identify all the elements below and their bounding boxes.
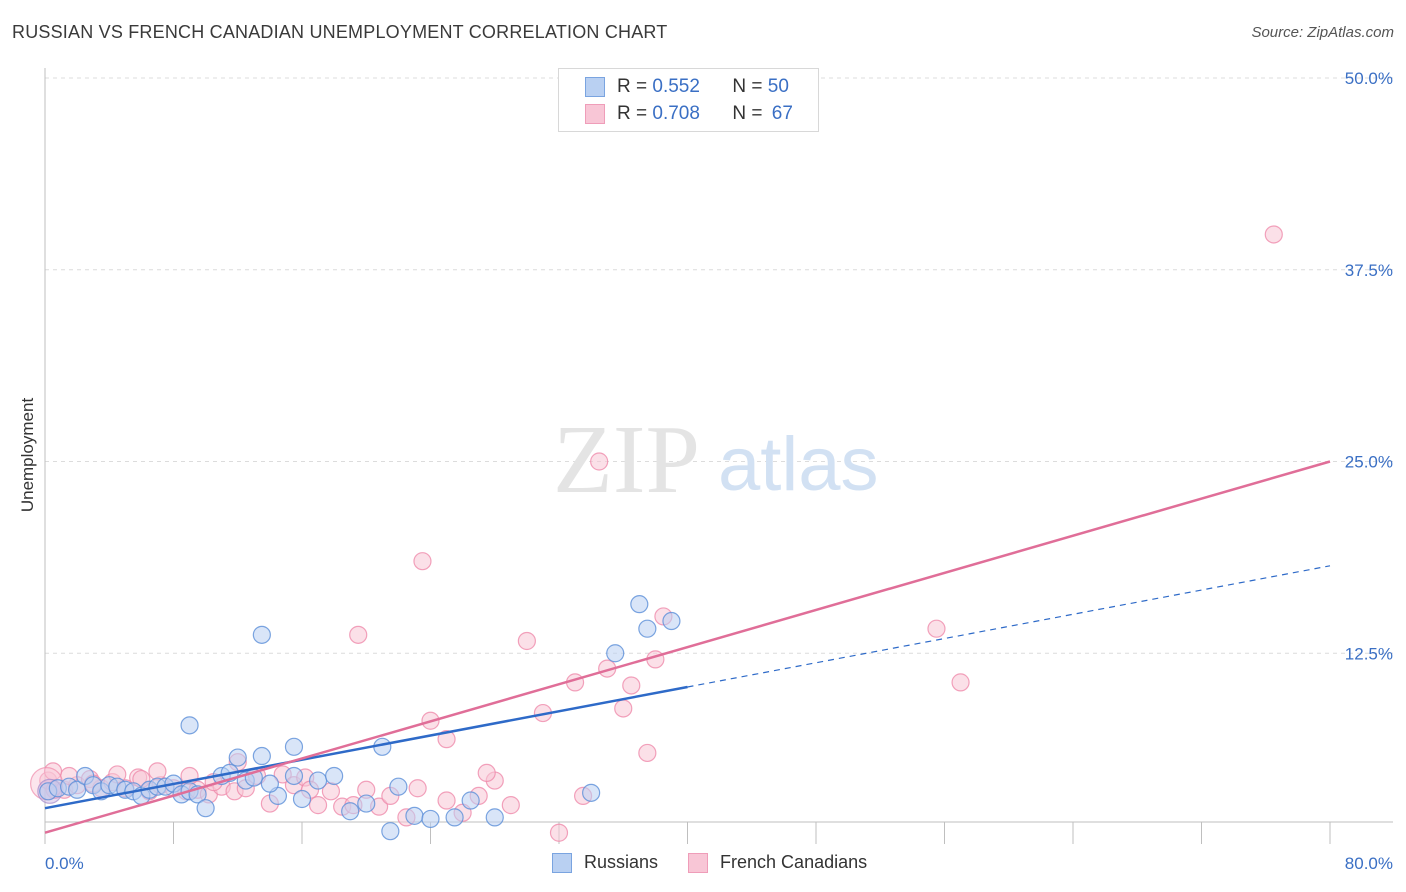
trend-line-french-canadians xyxy=(44,460,1331,834)
data-point xyxy=(590,452,609,471)
source-credit: Source: ZipAtlas.com xyxy=(1251,24,1394,41)
chart-title: RUSSIAN VS FRENCH CANADIAN UNEMPLOYMENT … xyxy=(12,22,668,42)
data-point xyxy=(437,730,456,749)
data-point xyxy=(260,774,279,793)
y-tick-label: 12.5% xyxy=(1345,644,1393,663)
data-point xyxy=(284,737,304,756)
stats-legend: R = 0.552 N = 50 R = 0.708 N = 67 xyxy=(558,68,819,132)
y-tick-label: 25.0% xyxy=(1345,453,1393,472)
data-point xyxy=(445,808,464,827)
legend-swatch-french-canadians xyxy=(585,104,605,124)
legend-n-value-russians: 50 xyxy=(767,76,789,97)
watermark-zip: ZIP xyxy=(553,406,700,514)
data-point xyxy=(517,631,536,651)
data-point xyxy=(421,809,440,829)
data-point xyxy=(606,644,625,663)
data-point xyxy=(292,789,312,809)
data-point xyxy=(252,746,271,766)
data-point xyxy=(284,766,304,786)
data-point xyxy=(549,823,569,842)
data-point xyxy=(638,619,657,638)
data-point xyxy=(381,822,400,841)
legend-n-label: N = xyxy=(732,76,763,97)
legend-swatch-french-canadians xyxy=(688,852,709,873)
legend-r-value-french-canadians: 0.708 xyxy=(652,103,700,124)
tick-labels: 12.5% 25.0% 37.5% 50.0% 0.0% 80.0% xyxy=(45,69,1393,873)
data-point xyxy=(413,552,432,571)
axes xyxy=(44,68,1393,844)
trend-line-russians xyxy=(44,685,688,810)
data-point xyxy=(408,779,427,798)
data-point xyxy=(951,673,970,692)
legend-r-value-russians: 0.552 xyxy=(652,76,700,97)
data-point xyxy=(308,771,328,790)
data-point xyxy=(252,625,271,644)
data-point xyxy=(196,799,215,818)
data-point xyxy=(927,619,946,638)
data-point xyxy=(148,762,167,781)
data-point xyxy=(622,676,641,695)
data-point xyxy=(485,808,504,827)
data-point xyxy=(630,595,649,614)
gridlines xyxy=(45,77,1393,654)
data-point xyxy=(662,611,681,631)
data-point xyxy=(308,796,328,815)
data-point xyxy=(461,791,480,810)
legend-r-label: R = xyxy=(617,103,648,124)
series-legend: Russians French Canadians xyxy=(552,852,897,873)
legend-label-french-canadians: French Canadians xyxy=(720,852,868,872)
data-point xyxy=(582,783,601,802)
data-point xyxy=(228,748,247,767)
x-tick-label: 80.0% xyxy=(1345,854,1393,873)
y-tick-label: 37.5% xyxy=(1345,261,1393,280)
points-french-canadians xyxy=(30,225,1283,842)
legend-r-label: R = xyxy=(617,76,648,97)
data-point xyxy=(341,802,360,821)
watermark-atlas: atlas xyxy=(718,422,879,507)
data-point xyxy=(389,777,408,796)
data-point xyxy=(1264,225,1283,244)
data-point xyxy=(437,791,456,810)
data-point xyxy=(349,625,368,644)
legend-row-french-canadians: R = 0.708 N = 67 xyxy=(585,102,793,126)
data-point xyxy=(405,806,424,825)
trend-lines xyxy=(44,460,1331,834)
legend-item-russians[interactable]: Russians xyxy=(552,852,658,873)
data-point xyxy=(325,766,344,786)
legend-swatch-russians xyxy=(552,852,572,873)
watermark: ZIP atlas xyxy=(553,406,879,514)
legend-swatch-russians xyxy=(585,77,605,97)
legend-row-russians: R = 0.552 N = 50 xyxy=(585,75,789,99)
trend-line-russians-extension xyxy=(687,565,1331,688)
legend-label-russians: Russians xyxy=(584,852,659,872)
data-point xyxy=(357,794,376,813)
legend-item-french-canadians[interactable]: French Canadians xyxy=(688,852,867,873)
data-point xyxy=(501,796,520,815)
legend-n-label: N = xyxy=(732,103,763,124)
data-point xyxy=(614,699,633,718)
data-point xyxy=(180,716,199,735)
x-tick-label: 0.0% xyxy=(45,854,84,873)
legend-n-value-french-canadians: 67 xyxy=(771,103,793,124)
data-point xyxy=(638,743,657,763)
y-tick-label: 50.0% xyxy=(1345,69,1393,88)
data-point xyxy=(477,763,496,783)
